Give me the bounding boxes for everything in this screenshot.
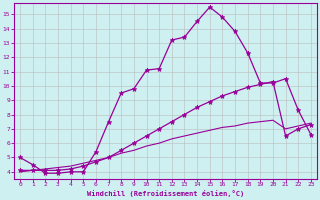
X-axis label: Windchill (Refroidissement éolien,°C): Windchill (Refroidissement éolien,°C) (87, 190, 244, 197)
